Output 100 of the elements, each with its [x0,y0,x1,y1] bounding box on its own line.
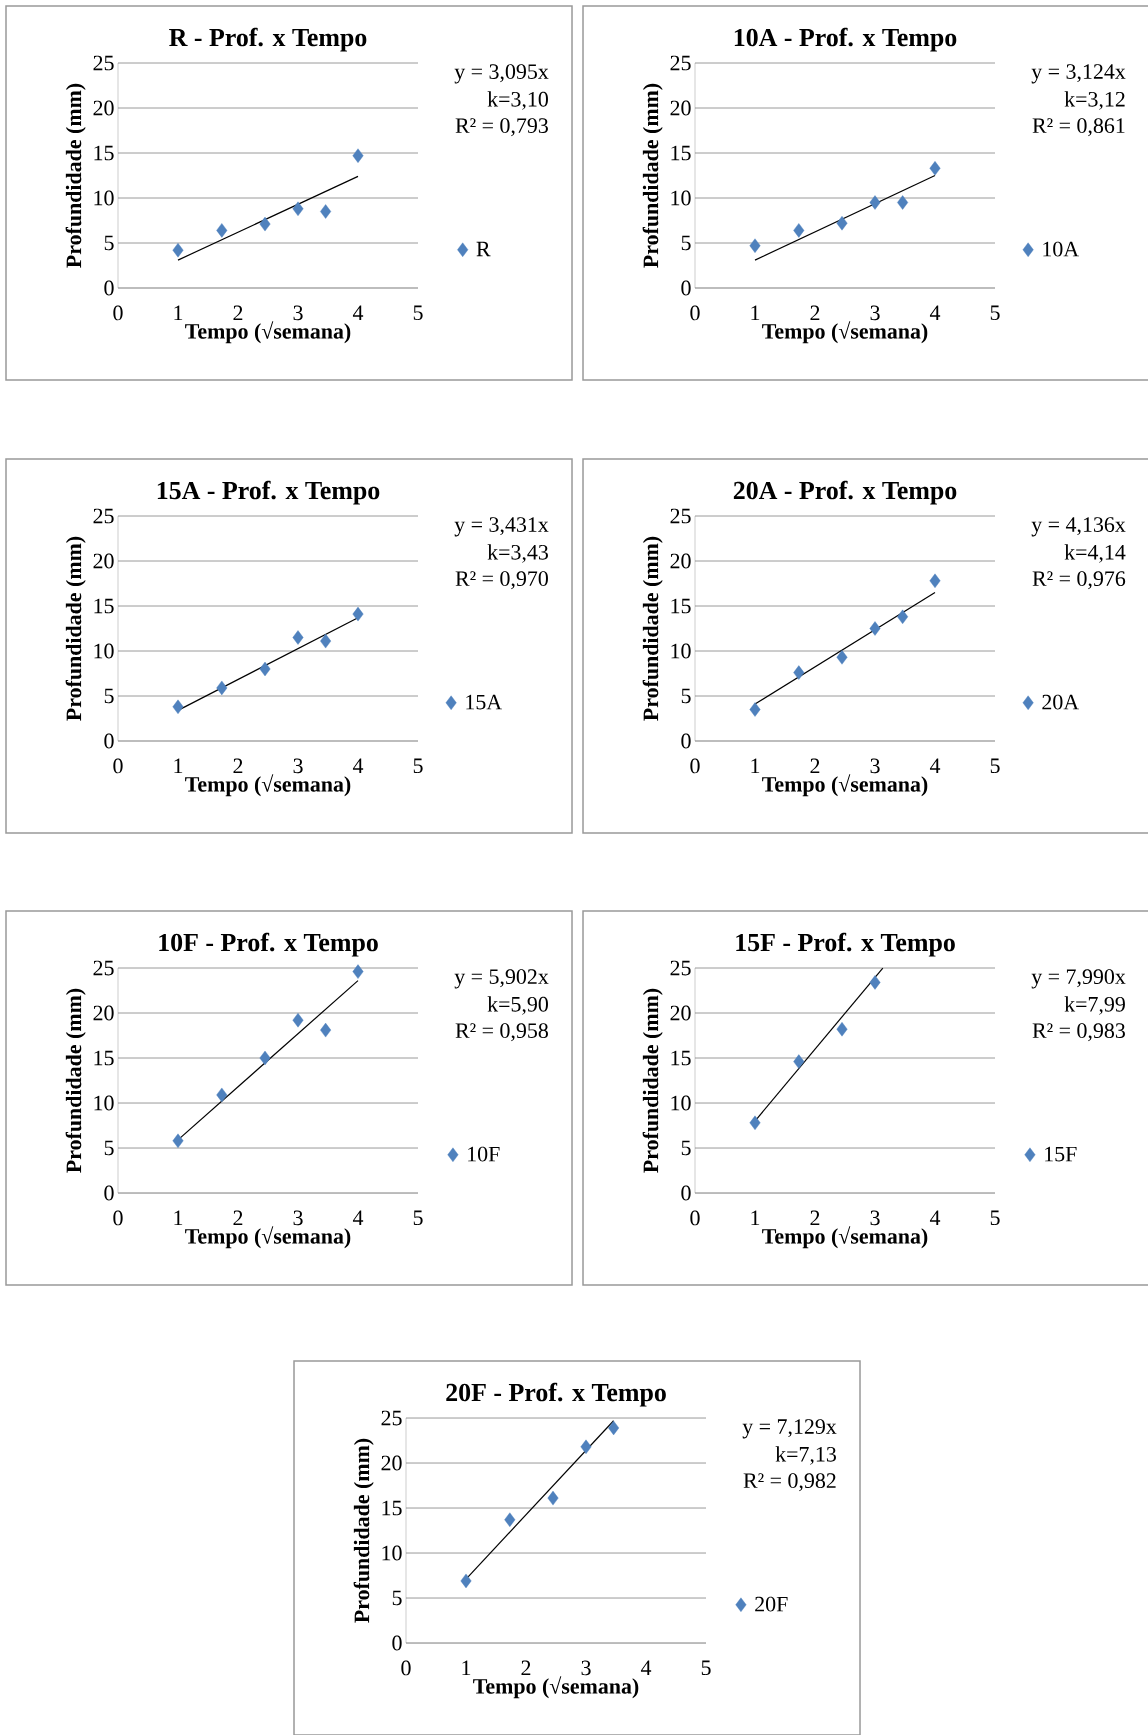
y-tick-label: 20 [93,100,114,116]
y-tick-label: 15 [94,1050,114,1066]
y-tick-label: 25 [381,1410,402,1426]
y-tick-label: 5 [681,235,691,251]
point [749,702,761,717]
point [897,195,909,210]
x-tick-label: 2 [810,758,820,774]
y-tick-label: 10 [94,1095,114,1111]
y-tick-label: 5 [681,1140,691,1156]
x-tick-label: 4 [352,305,364,320]
x-tick-label: 5 [990,305,1000,321]
text: R² = 0,793 [455,118,548,137]
x-axis-title: Tempo (√semana) [185,774,351,797]
point [869,195,881,210]
x-tick-label: 4 [352,758,364,773]
text: y = 3,124x [1031,64,1126,84]
y-tick-label: 25 [93,55,114,71]
y-tick-label: 0 [681,280,691,296]
point [793,665,805,680]
x-tick-label: 3 [870,1210,880,1226]
legend-label: 10A [1043,241,1079,257]
x-tick-label: 4 [929,1210,941,1225]
text: R² = 0,983 [1032,1023,1125,1042]
text: k=3,10 [487,91,548,110]
text: y = 3,431x [454,517,549,537]
y-tick-label: 5 [392,1590,402,1606]
x-tick-label: 1 [751,305,760,320]
y-tick-label: 20 [670,1005,691,1021]
point [836,216,848,231]
y-tick-label: 15 [671,1050,691,1066]
y-axis-title: Profundidade (mm) [642,83,663,268]
x-tick-label: 1 [751,1210,760,1225]
x-tick-label: 3 [293,305,303,321]
x-axis-title: Tempo (√semana) [473,1676,639,1699]
y-tick-label: 15 [671,145,691,161]
point [836,650,848,665]
chart-title: 15A - Prof. x Tempo [157,480,380,505]
x-tick-label: 5 [990,1210,1000,1226]
y-tick-label: 0 [104,733,114,749]
point [352,148,364,163]
text: R² = 0,958 [455,1023,548,1042]
x-tick-label: 1 [462,1660,471,1676]
point [580,1439,592,1455]
x-axis-title: Tempo (√semana) [762,1226,928,1249]
y-tick-label: 15 [94,598,114,614]
y-tick-label: 5 [681,688,691,704]
point [259,1050,271,1066]
y-tick-label: 20 [670,553,691,569]
legend-label: R [476,241,491,257]
chart-title: 10A - Prof. x Tempo [734,27,957,52]
text: y = 7,129x [742,1419,837,1439]
point [793,223,805,238]
point [259,216,271,232]
y-tick-label: 25 [670,508,691,524]
point [793,1054,805,1069]
y-tick-label: 20 [670,100,691,116]
x-tick-label: 3 [581,1660,591,1676]
text: k=3,43 [487,544,548,563]
x-axis-title: Tempo (√semana) [185,321,351,344]
legend-label: 20F [755,1596,788,1612]
text: R² = 0,970 [455,571,548,590]
x-axis-title: Tempo (√semana) [762,321,928,344]
x-tick-label: 3 [293,758,303,774]
y-tick-label: 15 [94,145,114,161]
x-tick-label: 4 [929,305,941,320]
text: k=3,12 [1064,91,1125,110]
point [320,633,332,649]
point [292,201,304,216]
x-tick-label: 4 [640,1660,652,1675]
text: k=4,14 [1064,544,1126,563]
point [608,1420,620,1436]
point [292,630,304,645]
point [172,699,184,715]
x-tick-label: 3 [293,1210,303,1226]
text: k=7,99 [1064,996,1125,1015]
point [216,680,228,696]
point [292,1013,304,1028]
y-axis-title: Profundidade (mm) [353,1438,374,1623]
y-tick-label: 10 [671,190,691,206]
point [869,621,881,636]
point [216,1087,228,1103]
point [460,1573,472,1589]
text: y = 7,990x [1031,969,1126,989]
x-tick-label: 1 [174,1210,183,1225]
point [320,1022,332,1038]
x-tick-label: 2 [521,1660,531,1676]
text: y = 4,136x [1031,517,1126,537]
y-tick-label: 5 [104,688,114,704]
y-axis-title: Profundidade (mm) [642,988,663,1173]
chart-title: 10F - Prof. x Tempo [159,932,378,957]
x-tick-label: 5 [990,758,1000,774]
point [749,1115,761,1131]
chart-title: R - Prof. x Tempo [169,27,367,52]
y-tick-label: 5 [104,235,114,251]
point [547,1490,559,1506]
x-tick-label: 2 [233,1210,243,1226]
y-axis-title: Profundidade (mm) [65,988,86,1173]
x-tick-label: 1 [174,305,183,320]
y-tick-label: 5 [104,1140,114,1156]
legend-label: 10F [468,1146,500,1162]
